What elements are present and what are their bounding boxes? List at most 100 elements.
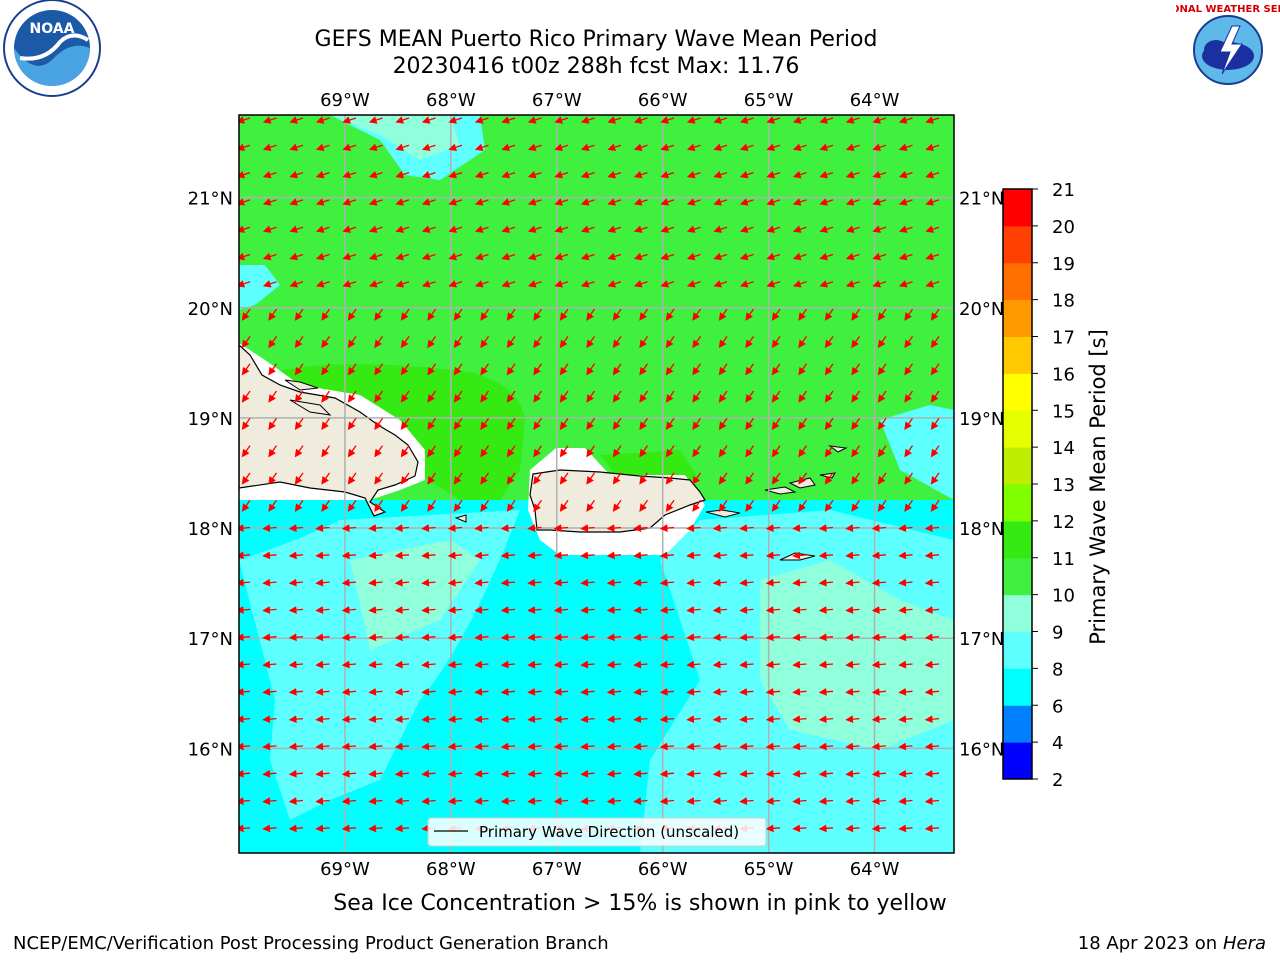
wave-arrow — [447, 769, 463, 778]
wave-arrow — [321, 472, 331, 485]
wave-arrow — [527, 742, 542, 751]
longitude-labels-bottom: 69°W 68°W 67°W 66°W 65°W 64°W — [320, 859, 900, 880]
wave-arrow — [474, 660, 489, 669]
map-frame — [238, 114, 955, 854]
wave-arrow — [527, 116, 542, 124]
wave-arrow — [368, 824, 383, 833]
wave-arrow — [453, 308, 463, 321]
wave-arrow — [289, 170, 304, 179]
wave-arrow — [506, 472, 516, 485]
wave-arrow — [580, 742, 595, 751]
wave-arrow — [819, 170, 834, 179]
wave-arrow — [262, 143, 277, 152]
wave-arrow — [904, 472, 914, 485]
colorbar-tick-label: 8 — [1052, 659, 1063, 680]
wave-arrow — [712, 660, 728, 669]
wave-arrow — [321, 417, 331, 431]
colorbar-tick-label: 12 — [1052, 512, 1075, 533]
wave-arrow — [877, 417, 887, 431]
wave-arrow — [871, 824, 887, 833]
wave-arrow — [612, 336, 622, 349]
wave-arrow — [692, 472, 702, 485]
wave-arrow — [924, 633, 940, 642]
wave-arrow — [315, 225, 330, 233]
wave-arrow — [580, 116, 595, 124]
wave-arrow — [527, 660, 542, 669]
wave-arrow — [288, 824, 304, 833]
wave-arrow — [659, 769, 675, 778]
wave-arrow — [792, 252, 807, 261]
wave-arrow — [845, 170, 860, 179]
wave-arrow — [527, 715, 542, 724]
wave-arrow — [818, 769, 834, 778]
wave-arrow — [580, 170, 595, 179]
wave-arrow — [607, 143, 622, 152]
wave-arrow — [553, 715, 569, 724]
wave-arrow — [792, 198, 807, 206]
wave-arrow — [712, 578, 728, 587]
wave-arrow — [930, 390, 940, 403]
wave-arrow — [877, 472, 887, 485]
wave-arrow — [718, 363, 728, 376]
wave-arrow — [527, 225, 542, 233]
wave-arrow — [745, 499, 755, 512]
wave-arrow — [400, 417, 410, 431]
wave-arrow — [765, 797, 781, 805]
wave-arrow — [374, 336, 384, 349]
wave-arrow — [341, 606, 357, 614]
latitude-labels-right: 21°N 20°N 19°N 18°N 17°N 16°N — [959, 189, 1004, 761]
wave-arrow — [374, 390, 384, 403]
lat-label-right: 17°N — [959, 629, 1004, 650]
wave-arrow — [500, 606, 516, 614]
wave-arrow — [612, 472, 622, 485]
wave-arrow — [453, 445, 463, 458]
wave-arrow — [501, 252, 516, 261]
wave-arrow — [633, 660, 648, 669]
wave-arrow — [924, 551, 940, 560]
wave-arrow — [792, 280, 807, 288]
wave-arrow — [766, 280, 781, 288]
wave-arrow — [262, 198, 277, 206]
wave-arrow — [612, 499, 622, 512]
wave-arrow — [798, 499, 808, 512]
wave-arrow — [580, 633, 595, 642]
wave-arrow — [294, 472, 304, 485]
wave-arrow — [586, 308, 596, 321]
wave-arrow — [474, 280, 489, 288]
wave-arrow — [500, 551, 516, 560]
date-text: 18 Apr 2023 on — [1077, 933, 1218, 954]
period-9-10-region — [350, 540, 480, 650]
wave-arrow — [315, 198, 330, 206]
wave-arrow — [765, 687, 781, 696]
wave-arrow — [268, 390, 278, 403]
colorbar-label: Primary Wave Mean Period [s] — [1086, 329, 1110, 645]
wave-arrow — [315, 742, 330, 751]
wave-arrow — [845, 660, 860, 669]
period-11-12-region — [600, 450, 700, 480]
wave-arrow — [501, 198, 516, 206]
wave-arrow — [394, 660, 410, 669]
wave-arrow — [930, 472, 940, 485]
wave-arrow — [501, 116, 516, 124]
wave-arrow — [898, 116, 913, 124]
wave-arrow — [374, 417, 384, 431]
wave-arrow — [474, 578, 489, 587]
map-legend: Primary Wave Direction (unscaled) — [427, 817, 767, 847]
wave-arrow — [241, 499, 251, 512]
wave-arrow — [877, 390, 887, 403]
colorbar-segment — [1003, 520, 1032, 559]
wave-arrow — [925, 280, 940, 288]
wave-arrow — [633, 116, 648, 124]
wave-arrow — [771, 390, 781, 403]
wave-arrow — [268, 336, 278, 349]
wave-arrow — [448, 116, 463, 124]
wave-arrow — [924, 742, 940, 751]
wave-arrow — [500, 578, 516, 587]
wave-arrow — [633, 280, 648, 288]
wave-arrow — [559, 390, 569, 403]
wave-arrow — [262, 252, 277, 261]
wave-arrow — [262, 824, 277, 833]
wave-arrow — [262, 797, 277, 805]
longitude-labels-top: 69°W 68°W 67°W 66°W 65°W 64°W — [320, 90, 900, 111]
